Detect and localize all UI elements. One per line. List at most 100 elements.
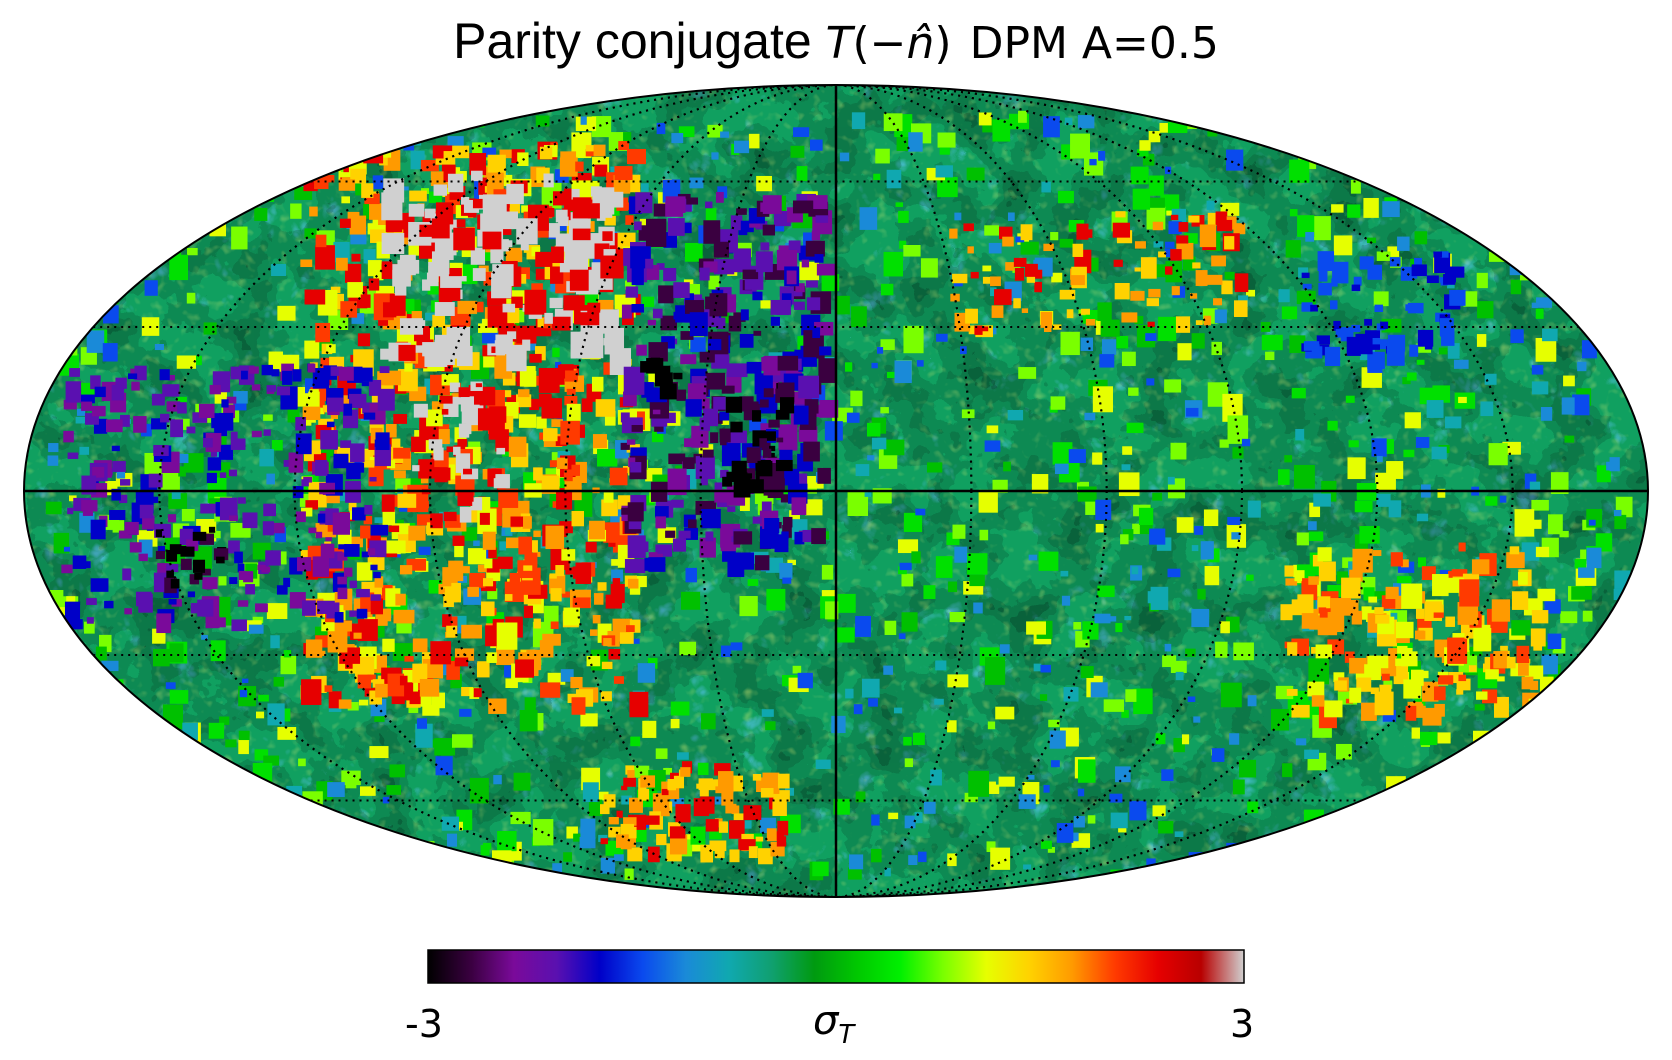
map-pixel xyxy=(992,119,1011,142)
map-pixel xyxy=(561,591,570,598)
map-pixel xyxy=(1463,768,1474,782)
map-pixel xyxy=(128,373,138,380)
map-pixel xyxy=(1416,359,1425,365)
map-pixel xyxy=(255,711,265,719)
map-pixel xyxy=(1346,336,1361,356)
map-pixel xyxy=(748,846,758,859)
map-pixel xyxy=(695,456,715,479)
map-pixel xyxy=(545,525,565,550)
map-pixel xyxy=(90,690,100,703)
map-pixel xyxy=(450,673,462,689)
map-pixel xyxy=(62,146,77,159)
map-pixel xyxy=(217,436,227,449)
map-pixel xyxy=(1569,701,1583,718)
map-pixel xyxy=(254,207,268,221)
title-math-close: ) xyxy=(934,18,952,69)
map-pixel xyxy=(1146,298,1160,307)
map-pixel xyxy=(1529,747,1543,766)
map-pixel xyxy=(139,504,154,519)
map-pixel xyxy=(837,593,856,613)
map-pixel xyxy=(1385,852,1395,864)
map-pixel xyxy=(1116,335,1129,349)
map-pixel xyxy=(670,797,685,807)
map-pixel xyxy=(1509,771,1523,784)
map-pixel xyxy=(686,197,699,205)
map-pixel xyxy=(573,833,584,842)
map-pixel xyxy=(510,811,531,825)
map-pixel xyxy=(1615,198,1624,209)
map-pixel xyxy=(1164,266,1173,275)
map-pixel xyxy=(241,781,251,788)
map-pixel xyxy=(283,459,293,467)
map-pixel xyxy=(505,525,512,535)
map-pixel xyxy=(1459,579,1480,607)
map-pixel xyxy=(564,395,578,406)
map-pixel xyxy=(1571,800,1579,807)
map-pixel xyxy=(705,372,726,390)
map-pixel xyxy=(1309,502,1321,518)
map-pixel xyxy=(133,416,147,433)
map-pixel xyxy=(369,421,384,433)
map-pixel xyxy=(652,409,661,415)
map-pixel xyxy=(411,311,422,322)
map-pixel xyxy=(990,847,1011,870)
map-pixel xyxy=(1110,812,1128,829)
map-pixel xyxy=(1383,680,1393,689)
map-pixel xyxy=(883,665,894,675)
map-pixel xyxy=(549,493,561,508)
map-pixel xyxy=(86,617,94,624)
map-pixel xyxy=(1220,621,1230,634)
map-pixel xyxy=(1535,337,1557,362)
map-pixel xyxy=(625,215,634,225)
map-pixel xyxy=(1590,727,1599,738)
map-pixel xyxy=(198,403,215,419)
map-pixel xyxy=(1068,449,1086,464)
map-pixel xyxy=(341,196,351,204)
map-pixel xyxy=(1620,192,1628,199)
map-pixel xyxy=(1176,235,1189,244)
map-pixel xyxy=(467,548,487,565)
map-pixel xyxy=(693,294,703,303)
map-pixel xyxy=(305,500,319,510)
map-pixel xyxy=(1390,552,1403,567)
map-pixel xyxy=(1097,585,1115,598)
map-pixel xyxy=(1531,381,1549,395)
map-pixel xyxy=(720,131,730,138)
map-pixel xyxy=(676,389,687,401)
map-pixel xyxy=(131,381,140,391)
map-pixel xyxy=(155,529,163,538)
map-pixel xyxy=(1585,192,1596,206)
map-pixel xyxy=(408,703,419,713)
map-pixel xyxy=(1516,236,1525,247)
map-pixel xyxy=(412,663,428,683)
map-pixel xyxy=(1185,648,1196,657)
map-pixel xyxy=(229,515,239,522)
map-pixel xyxy=(473,688,482,698)
map-pixel xyxy=(1536,297,1553,308)
map-pixel xyxy=(990,276,1001,287)
map-pixel xyxy=(535,268,552,280)
map-pixel xyxy=(242,512,258,529)
map-pixel xyxy=(642,720,657,738)
map-pixel xyxy=(440,467,451,481)
map-pixel xyxy=(65,381,81,403)
map-pixel xyxy=(64,601,81,623)
map-pixel xyxy=(1052,442,1073,465)
map-pixel xyxy=(1488,251,1505,262)
map-pixel xyxy=(1197,588,1206,600)
map-pixel xyxy=(1539,676,1554,693)
map-pixel xyxy=(122,568,132,581)
map-pixel xyxy=(623,132,632,142)
map-pixel xyxy=(1057,190,1074,204)
map-pixel xyxy=(1480,401,1494,417)
map-pixel xyxy=(714,796,724,805)
map-pixel xyxy=(1548,130,1564,147)
map-pixel xyxy=(620,442,630,450)
map-pixel xyxy=(288,452,304,473)
map-pixel xyxy=(673,282,690,299)
map-pixel xyxy=(176,355,196,369)
map-pixel xyxy=(517,389,530,398)
map-pixel xyxy=(774,478,785,492)
map-pixel xyxy=(1544,599,1561,614)
map-pixel xyxy=(428,191,442,203)
